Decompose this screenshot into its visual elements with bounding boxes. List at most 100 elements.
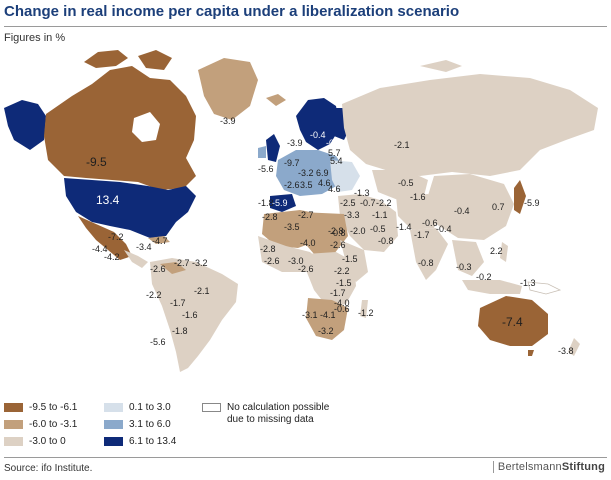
map-label-46: -1.1 (372, 210, 388, 220)
legend-label: -3.0 to 0 (29, 436, 66, 447)
legend-no-data-label: No calculation possible due to missing d… (227, 402, 329, 426)
region-madagascar (360, 300, 368, 318)
map-label-australia: -7.4 (502, 315, 523, 329)
map-label-36: -3.3 (344, 210, 360, 220)
legend-label: 6.1 to 13.4 (129, 436, 177, 447)
map-label-south-africa: -3.2 (318, 326, 334, 336)
world-map: -9.5 13.4 -7.2 -4.4 -4.2 -3.4 -4.7 -2.6 … (4, 50, 598, 372)
map-label-48: -0.6 (422, 218, 438, 228)
legend-swatch-no-data (202, 403, 221, 412)
map-label-41: -0.5 (398, 178, 414, 188)
map-label-6: -3.4 (136, 242, 152, 252)
region-hudson-bay (132, 112, 160, 142)
region-eastern-europe (330, 160, 360, 192)
title-divider (4, 26, 607, 27)
map-label-poland: 6.9 (316, 168, 329, 178)
legend-item-3: -3.0 to 0 (4, 436, 66, 448)
map-label-56: -2.8 (260, 244, 276, 254)
map-label-63: -2.6 (298, 264, 314, 274)
region-central-africa (306, 252, 356, 308)
legend-swatch (104, 403, 123, 412)
map-label-12: -1.7 (170, 298, 186, 308)
region-southeast-asia (452, 240, 484, 276)
brand-bold: Stiftung (561, 461, 605, 473)
map-label-19: -3.9 (287, 138, 303, 148)
map-label-76: 2.2 (490, 246, 503, 256)
region-indonesia (462, 280, 522, 294)
map-label-germany: -3.2 (298, 168, 314, 178)
legend-label: -6.0 to -3.1 (29, 419, 78, 430)
map-label-66: -1.5 (336, 278, 352, 288)
map-label-51: -0.5 (370, 224, 386, 234)
map-label-spain: -5.9 (272, 198, 288, 208)
legend-item-4: 0.1 to 3.0 (104, 402, 171, 414)
map-label-new-zealand: -3.8 (558, 346, 574, 356)
region-south-america (150, 258, 238, 372)
region-kazakhstan (372, 170, 428, 200)
legend-swatch (4, 403, 23, 412)
region-new-guinea (527, 281, 562, 295)
region-usa (64, 178, 196, 238)
map-label-10: -3.2 (192, 258, 208, 268)
map-label-77: -1.3 (520, 278, 536, 288)
region-tasmania (528, 350, 534, 356)
map-label-29: 3.5 (300, 180, 313, 190)
map-label-egypt: -4.0 (300, 238, 316, 248)
source-note: Source: ifo Institute. (4, 463, 93, 474)
legend-item-2: -6.0 to -3.1 (4, 419, 77, 431)
map-label-japan: -5.9 (524, 198, 540, 208)
legend-item-6: 6.1 to 13.4 (104, 436, 176, 448)
map-label-74: -0.3 (456, 262, 472, 272)
region-uk (266, 134, 280, 162)
region-greenland (198, 58, 258, 120)
map-label-42: -1.6 (410, 192, 426, 202)
region-australia (478, 296, 548, 346)
map-label-7: -4.7 (152, 236, 168, 246)
legend-label: -9.5 to -6.1 (29, 402, 78, 413)
brand-logo: BertelsmannStiftung (492, 461, 605, 473)
region-ireland (258, 146, 266, 158)
brand-regular: Bertelsmann (497, 461, 562, 473)
legend-swatch (104, 420, 123, 429)
map-label-sudan: -2.6 (330, 240, 346, 250)
region-canadian-islands-2 (138, 50, 172, 70)
map-label-libya: -3.5 (284, 222, 300, 232)
map-subtitle: Figures in % (4, 32, 66, 44)
region-southern-africa (306, 298, 348, 340)
map-label-40: -1.3 (354, 188, 370, 198)
map-label-68: -4.0 (334, 298, 350, 308)
map-label-15: -1.8 (172, 326, 188, 336)
region-middle-east (338, 194, 398, 252)
map-label-34: -2.8 (262, 212, 278, 222)
region-korea (500, 196, 508, 210)
map-label-33: 4.6 (328, 184, 341, 194)
map-label-28: -2.6 (284, 180, 300, 190)
region-iceland (266, 94, 286, 106)
map-label-50: -0.4 (436, 224, 452, 234)
region-russia (342, 74, 598, 176)
page-title: Change in real income per capita under a… (4, 3, 460, 20)
map-label-24: 5.7 (328, 148, 341, 158)
region-continental-europe (276, 150, 344, 196)
map-label-75: -0.2 (476, 272, 492, 282)
map-label-8: -2.6 (150, 264, 166, 274)
map-label-russia: -2.1 (394, 140, 410, 150)
region-china (426, 174, 514, 240)
map-label-38: -0.7 (360, 198, 376, 208)
map-label-65: -2.2 (334, 266, 350, 276)
region-canada (44, 66, 196, 190)
map-label-61: -3.0 (288, 256, 304, 266)
map-label-32: 4.6 (318, 178, 331, 188)
region-central-america (124, 250, 148, 268)
region-philippines (500, 242, 508, 262)
legend-label: 0.1 to 3.0 (129, 402, 171, 413)
map-label-13: -1.6 (182, 310, 198, 320)
map-label-usa: 13.4 (96, 193, 120, 207)
map-label-14: -2.1 (194, 286, 210, 296)
region-alaska (4, 100, 46, 150)
map-label-ireland: -1.8 (258, 198, 274, 208)
region-russia-arctic-islands (420, 60, 462, 72)
map-label-india: -0.8 (418, 258, 434, 268)
map-label-canada: -9.5 (86, 155, 107, 169)
legend-item-5: 3.1 to 6.0 (104, 419, 171, 431)
